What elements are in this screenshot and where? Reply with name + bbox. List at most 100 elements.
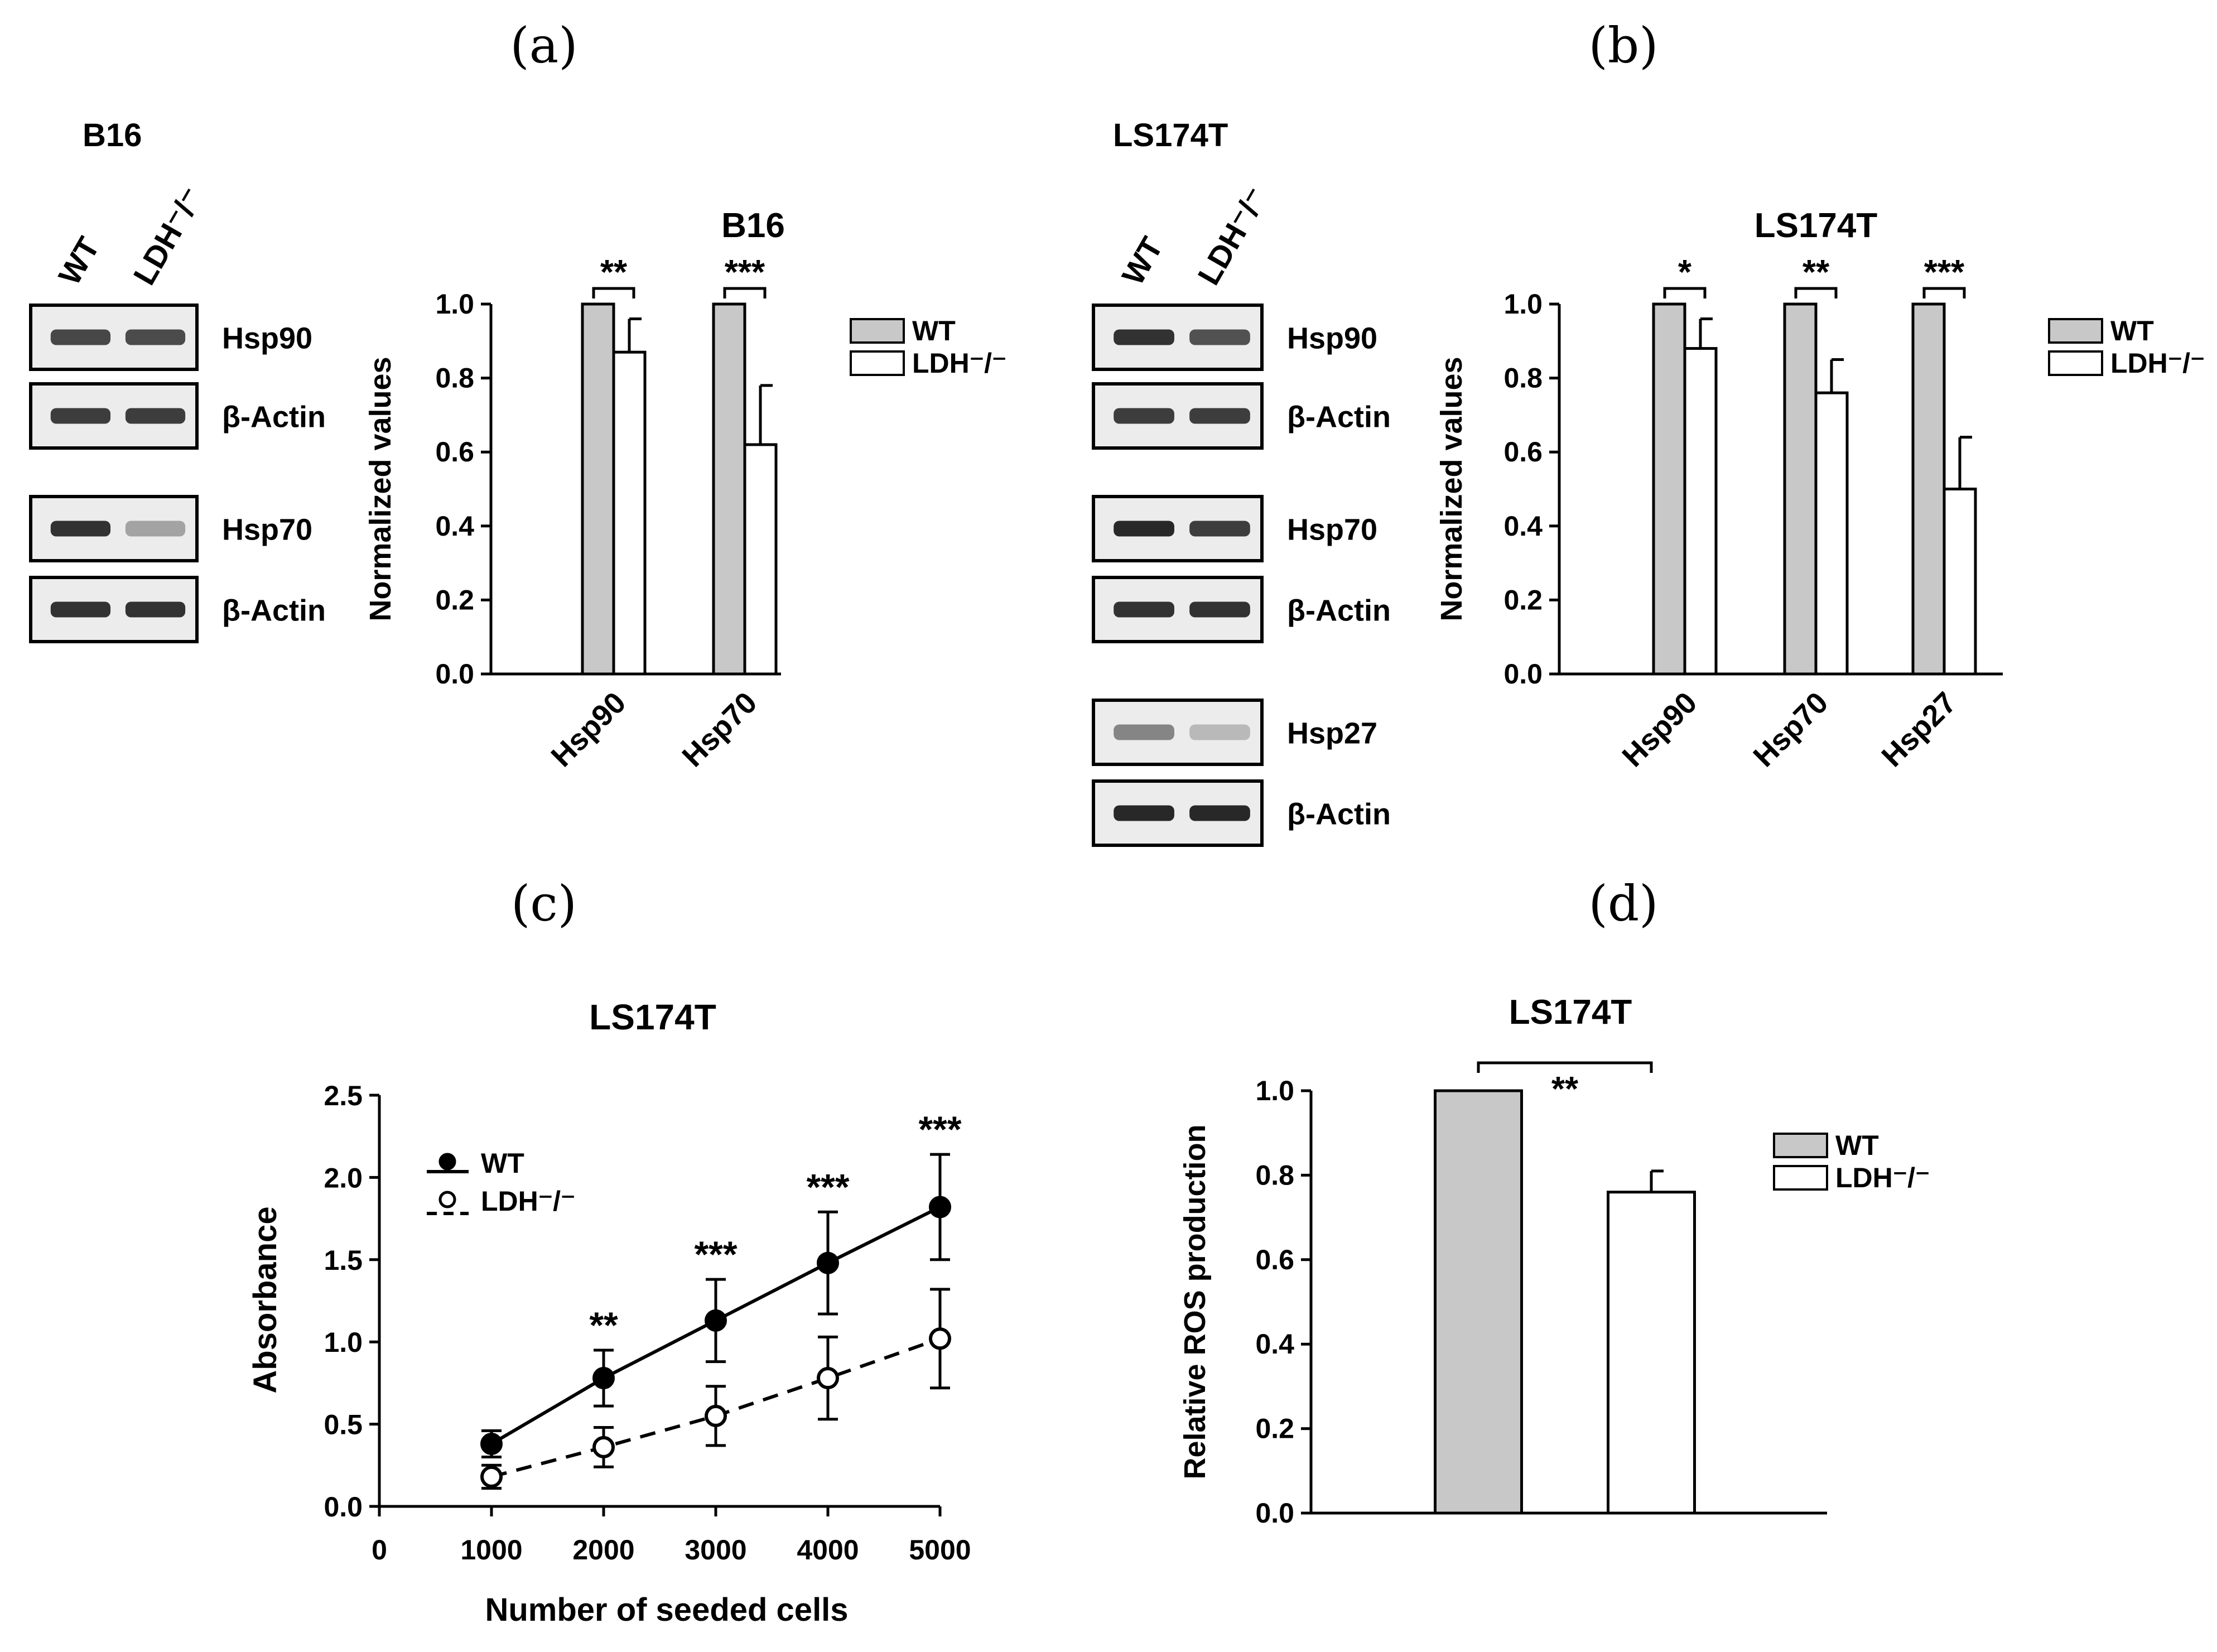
legend-label-ko: LDH⁻/⁻ bbox=[2110, 348, 2205, 379]
y-tick-label: 0.5 bbox=[324, 1409, 363, 1441]
blot-row-label: Hsp90 bbox=[222, 322, 312, 355]
bar bbox=[1607, 1191, 1696, 1515]
y-tick-label: 0.0 bbox=[435, 658, 474, 690]
legend-label-wt: WT bbox=[481, 1148, 524, 1179]
legend-label-ko: LDH⁻/⁻ bbox=[1835, 1162, 1930, 1193]
blot-row-label: Hsp70 bbox=[1287, 513, 1377, 547]
y-axis-label: Normalized values bbox=[364, 357, 397, 621]
significance-mark: *** bbox=[1924, 253, 1965, 292]
y-tick-label: 0.6 bbox=[1503, 436, 1543, 468]
y-tick-label: 0.8 bbox=[1255, 1159, 1294, 1191]
y-tick-label: 1.0 bbox=[1255, 1075, 1294, 1106]
x-tick-label: Hsp70 bbox=[1747, 686, 1834, 773]
chart-title: LS174T bbox=[1509, 993, 1632, 1032]
protein-band bbox=[50, 601, 111, 618]
y-tick-label: 0.4 bbox=[435, 510, 474, 542]
significance-mark: *** bbox=[918, 1109, 961, 1150]
y-tick-label: 0.6 bbox=[435, 436, 474, 468]
bar bbox=[1434, 1089, 1523, 1515]
bar bbox=[712, 302, 746, 676]
y-tick-label: 0.2 bbox=[1503, 584, 1543, 615]
protein-band bbox=[50, 408, 111, 424]
data-point bbox=[929, 1327, 951, 1350]
x-tick-label: 4000 bbox=[797, 1534, 859, 1566]
significance-bracket bbox=[592, 287, 635, 298]
significance-bracket bbox=[1922, 287, 1966, 298]
significance-mark: ** bbox=[1551, 1070, 1579, 1109]
x-tick-label: 1000 bbox=[460, 1534, 522, 1566]
bar bbox=[1683, 347, 1718, 676]
blot-row-label: β-Actin bbox=[1287, 798, 1391, 831]
bar bbox=[612, 350, 647, 676]
bar bbox=[1943, 488, 1977, 676]
protein-band bbox=[1114, 805, 1174, 821]
x-tick-label: Hsp70 bbox=[676, 686, 763, 773]
data-point bbox=[480, 1465, 503, 1488]
data-point bbox=[592, 1436, 615, 1458]
y-tick-label: 0.0 bbox=[324, 1491, 363, 1523]
protein-band bbox=[1189, 805, 1250, 821]
legend-swatch-ko bbox=[850, 350, 905, 376]
significance-bracket bbox=[1477, 1061, 1653, 1073]
data-point bbox=[592, 1367, 615, 1390]
blot-row-label: Hsp27 bbox=[1287, 717, 1377, 750]
protein-band bbox=[1189, 329, 1250, 345]
protein-band bbox=[1189, 724, 1250, 740]
x-axis-label: Number of seeded cells bbox=[485, 1592, 848, 1628]
y-tick-label: 0.8 bbox=[435, 363, 474, 394]
blot-strip bbox=[1092, 699, 1264, 766]
bar bbox=[1652, 302, 1686, 676]
blot-row-label: Hsp70 bbox=[222, 513, 312, 547]
protein-band bbox=[50, 329, 111, 345]
significance-bracket bbox=[1663, 287, 1707, 298]
y-tick-label: 2.5 bbox=[324, 1080, 363, 1111]
legend-marker-wt bbox=[438, 1153, 456, 1171]
protein-band bbox=[1114, 408, 1174, 424]
panel-letter-a: (a) bbox=[510, 17, 577, 74]
line-chart-c: LS174T 0.0 0.5 1.0 1.5 2.0 2.5 0 1000 2000 3000 400… bbox=[247, 997, 971, 1628]
legend-label-wt: WT bbox=[1835, 1130, 1879, 1161]
significance-mark: ** bbox=[589, 1304, 618, 1346]
x-tick-label: Hsp27 bbox=[1875, 686, 1963, 773]
western-blot-b: LS174T WT LDH⁻/⁻ Hsp90 β-Actin Hsp70 β-Actin Hs… bbox=[1092, 117, 1391, 847]
significance-bracket bbox=[1794, 287, 1838, 298]
bar-chart-b: LS174T 0.0 0.2 0.4 0.6 0.8 1.0 Normalized value… bbox=[1435, 206, 2205, 773]
x-tick-label: 0 bbox=[372, 1534, 387, 1566]
y-tick-label: 1.0 bbox=[324, 1327, 363, 1358]
y-axis-label: Relative ROS production bbox=[1178, 1124, 1212, 1479]
protein-band bbox=[1114, 329, 1174, 345]
legend-label-wt: WT bbox=[2110, 315, 2154, 346]
protein-band bbox=[50, 521, 111, 537]
x-tick-label: 5000 bbox=[909, 1534, 971, 1566]
bar bbox=[581, 302, 615, 676]
protein-band bbox=[125, 408, 186, 424]
protein-band bbox=[1114, 724, 1174, 740]
legend-swatch-ko bbox=[2048, 350, 2103, 376]
bar bbox=[1814, 391, 1849, 676]
chart-title: LS174T bbox=[1755, 206, 1878, 245]
x-tick-label: Hsp90 bbox=[544, 686, 632, 773]
protein-band bbox=[125, 601, 186, 618]
protein-band bbox=[1189, 521, 1250, 537]
lane-label: LDH⁻/⁻ bbox=[1191, 181, 1274, 291]
legend-label-ko: LDH⁻/⁻ bbox=[481, 1186, 575, 1217]
legend-marker-ko bbox=[438, 1191, 456, 1208]
data-point bbox=[480, 1432, 503, 1455]
legend-swatch-wt bbox=[850, 318, 905, 344]
data-point bbox=[817, 1251, 839, 1274]
panel-letter-d: (d) bbox=[1589, 875, 1659, 932]
bar bbox=[1911, 302, 1946, 676]
protein-band bbox=[1189, 408, 1250, 424]
y-tick-label: 1.0 bbox=[1503, 288, 1543, 320]
y-tick-label: 0.0 bbox=[1503, 658, 1543, 690]
data-point bbox=[705, 1404, 727, 1427]
protein-band bbox=[1114, 601, 1174, 618]
bar bbox=[743, 443, 778, 676]
legend-swatch-ko bbox=[1773, 1165, 1828, 1191]
y-tick-label: 1.0 bbox=[435, 288, 474, 320]
y-tick-label: 0.4 bbox=[1503, 510, 1543, 542]
legend-swatch-wt bbox=[1773, 1133, 1828, 1158]
blot-row-label: β-Actin bbox=[222, 401, 326, 434]
significance-mark: *** bbox=[806, 1166, 849, 1207]
